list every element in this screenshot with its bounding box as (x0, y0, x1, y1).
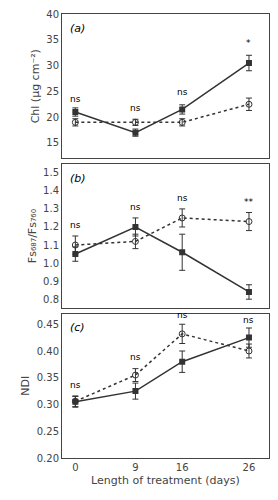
svg-text:0.8: 0.8 (43, 294, 59, 305)
svg-text:1.5: 1.5 (43, 167, 59, 178)
svg-text:40: 40 (46, 9, 59, 20)
svg-text:ns: ns (177, 87, 188, 97)
svg-text:0.25: 0.25 (37, 426, 59, 437)
svg-text:Length of treatment (days): Length of treatment (days) (91, 474, 240, 487)
svg-text:16: 16 (176, 462, 189, 473)
svg-text:ns: ns (130, 202, 141, 212)
svg-text:1.4: 1.4 (43, 185, 59, 196)
svg-text:ns: ns (177, 310, 188, 320)
svg-text:0: 0 (72, 462, 78, 473)
svg-text:1.0: 1.0 (43, 258, 59, 269)
svg-text:(b): (b) (70, 172, 86, 185)
svg-text:ns: ns (177, 193, 188, 203)
svg-text:0.30: 0.30 (37, 399, 59, 410)
svg-text:1.2: 1.2 (43, 221, 59, 232)
svg-text:(c): (c) (70, 321, 85, 334)
svg-text:*: * (246, 38, 251, 48)
svg-text:1.3: 1.3 (43, 203, 59, 214)
svg-text:35: 35 (46, 34, 59, 45)
svg-text:ns: ns (70, 94, 81, 104)
svg-text:0.45: 0.45 (37, 319, 59, 330)
svg-text:NDI: NDI (19, 376, 32, 396)
svg-text:26: 26 (243, 462, 256, 473)
svg-text:1.1: 1.1 (43, 240, 59, 251)
svg-text:0.20: 0.20 (37, 453, 59, 464)
svg-text:Chl (μg cm⁻²): Chl (μg cm⁻²) (29, 49, 42, 123)
svg-text:ns: ns (70, 380, 81, 390)
svg-text:20: 20 (46, 112, 59, 123)
svg-text:9: 9 (132, 462, 138, 473)
svg-text:Fs₆₈₇/Fs₇₆₀: Fs₆₈₇/Fs₇₆₀ (26, 208, 39, 263)
svg-text:ns: ns (243, 315, 254, 325)
svg-text:25: 25 (46, 86, 59, 97)
svg-text:30: 30 (46, 60, 59, 71)
svg-text:ns: ns (130, 103, 141, 113)
svg-text:**: ** (244, 197, 254, 207)
svg-text:(a): (a) (70, 22, 85, 35)
svg-text:ns: ns (70, 220, 81, 230)
svg-text:ns: ns (130, 352, 141, 362)
svg-text:0.40: 0.40 (37, 346, 59, 357)
svg-text:0.35: 0.35 (37, 372, 59, 383)
svg-text:0.9: 0.9 (43, 276, 59, 287)
svg-text:15: 15 (46, 137, 59, 148)
